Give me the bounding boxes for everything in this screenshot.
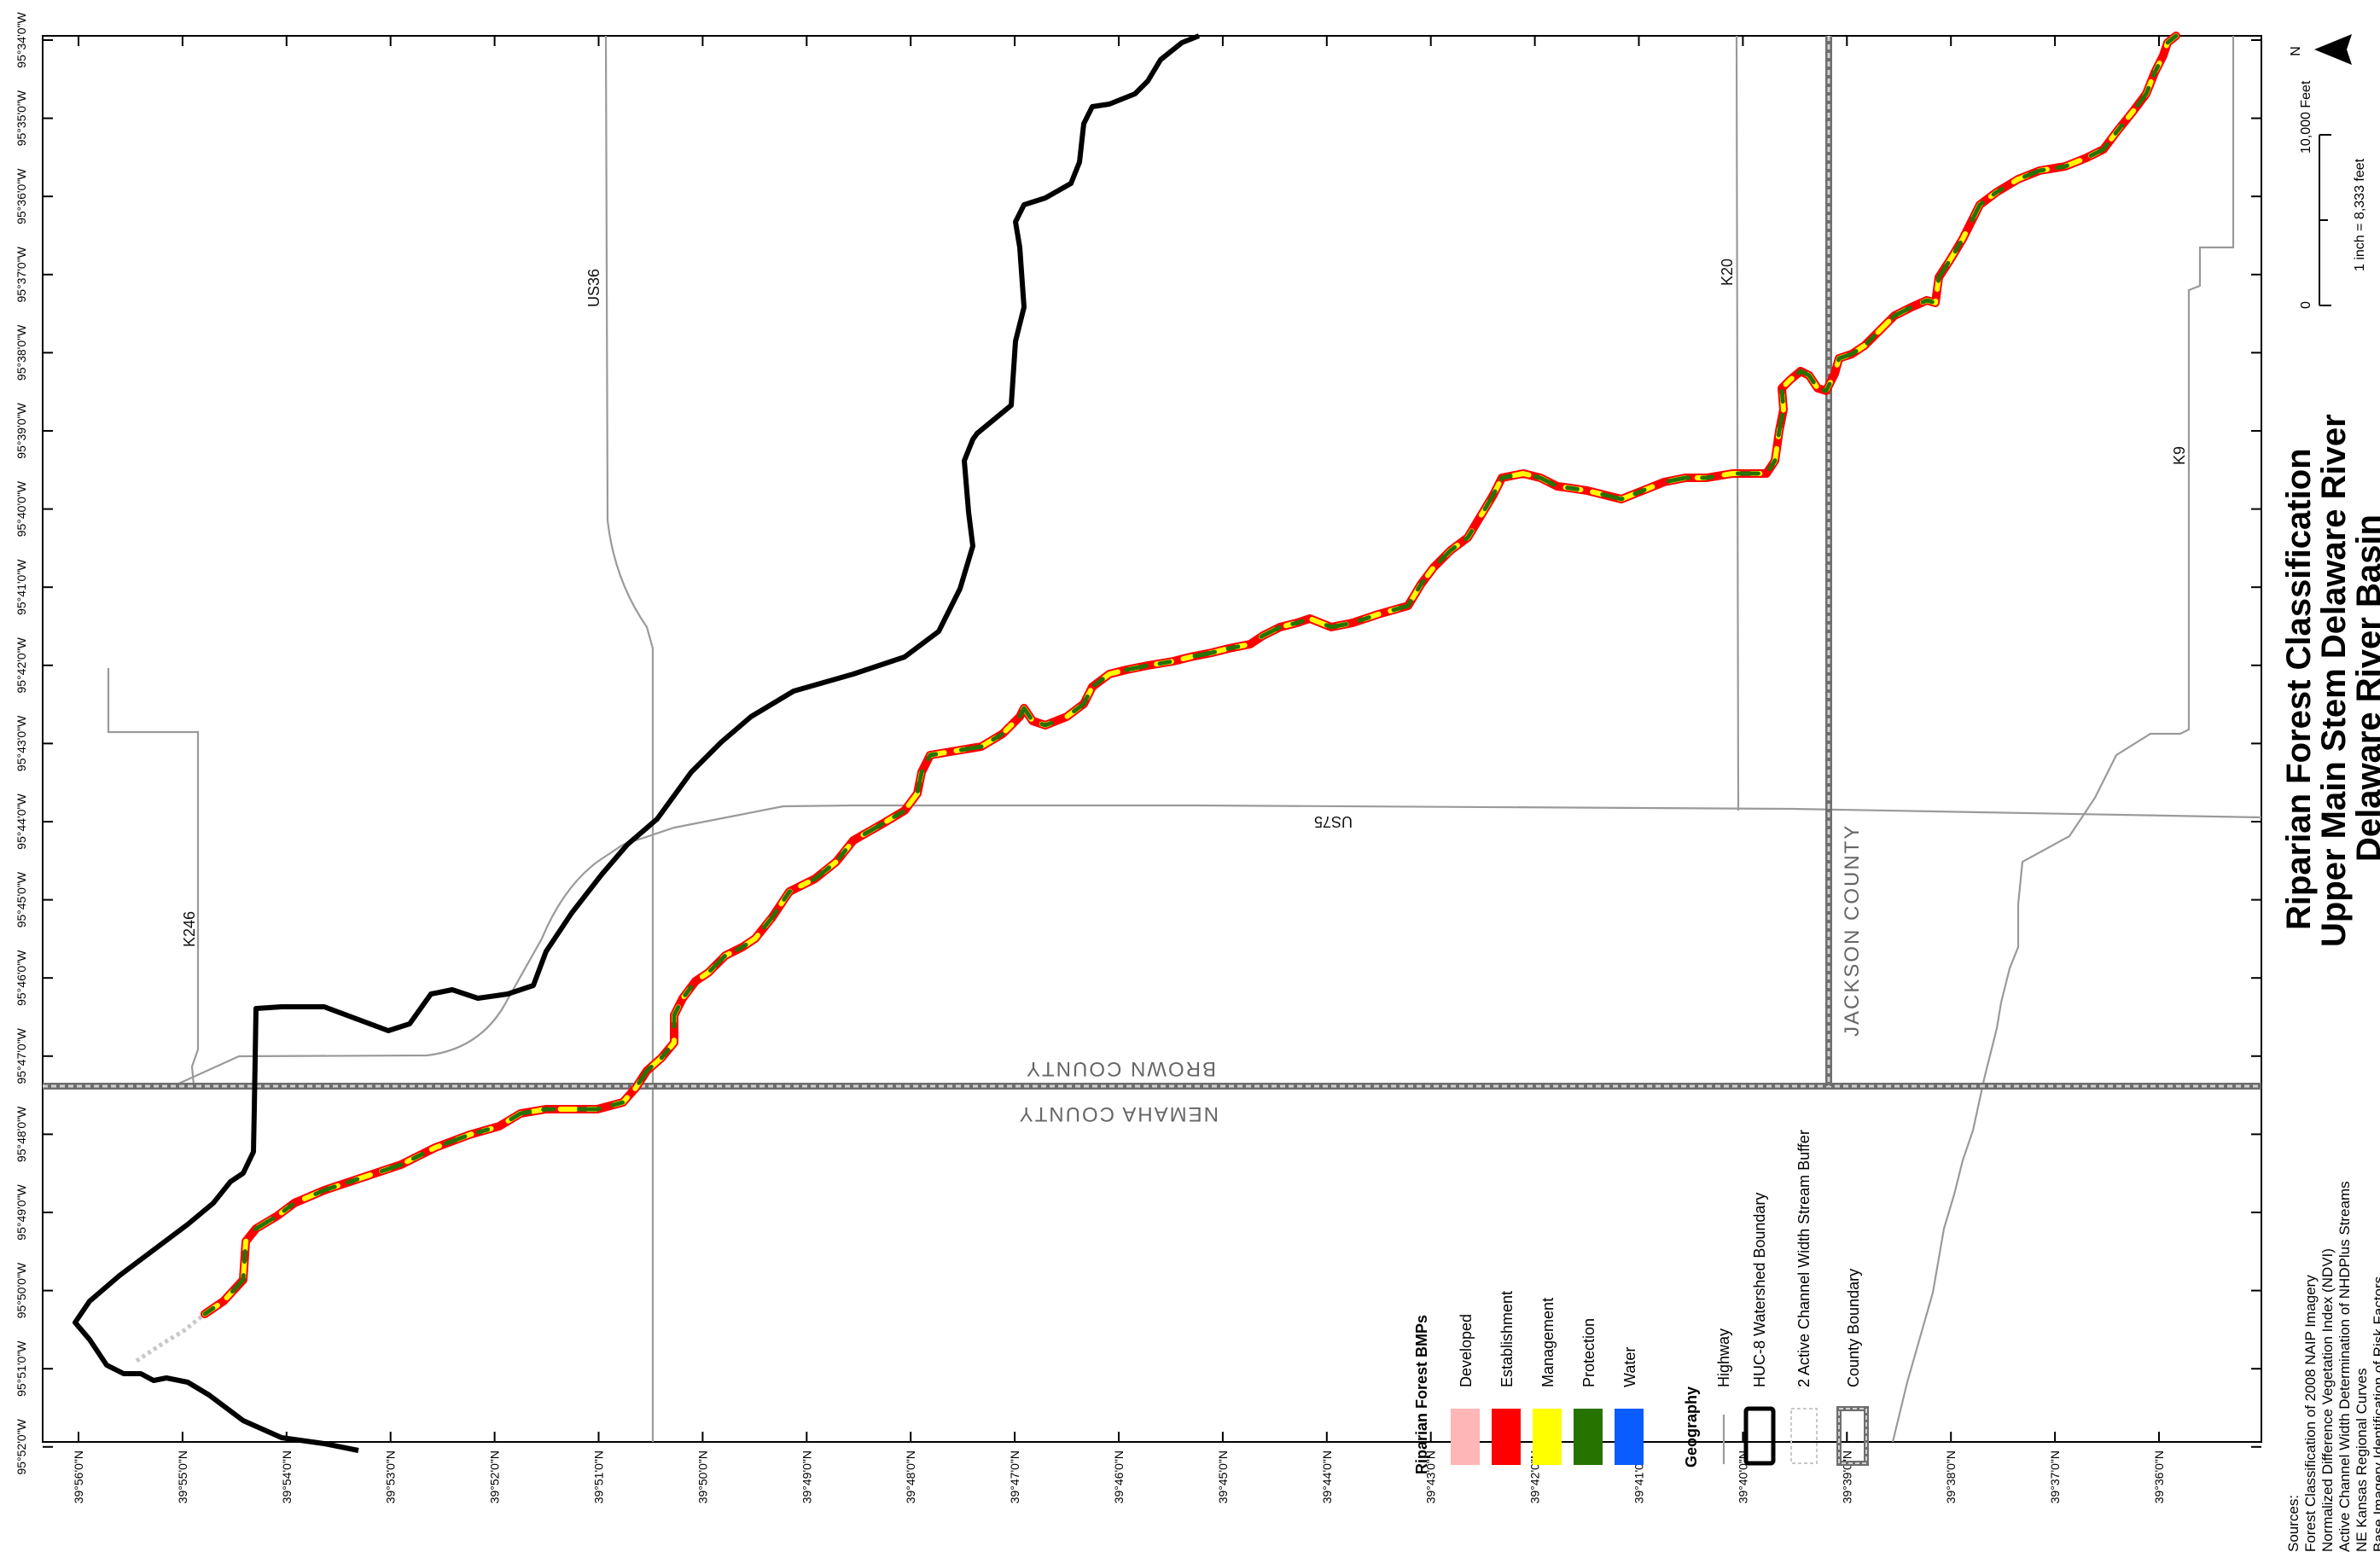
highway-k246 [107, 668, 200, 1086]
legend-label-protection: Protection [1580, 1318, 1597, 1387]
longitude-tick-label: 95°37'0"W [15, 246, 28, 302]
latitude-tick-label: 39°39'0"N [1840, 1450, 1853, 1503]
latitude-tick-label: 39°47'0"N [1008, 1450, 1021, 1503]
latitude-tick-label: 39°56'0"N [72, 1450, 85, 1503]
highway-us36 [604, 35, 655, 1442]
county-label-nemaha: NEMAHA COUNTY [1018, 1102, 1219, 1125]
legend-swatch-protection [1574, 1409, 1603, 1465]
latitude-tick-label: 39°48'0"N [904, 1450, 917, 1503]
longitude-tick-label: 95°50'0"W [15, 1262, 28, 1318]
latitude-tick-label: 39°38'0"N [1944, 1450, 1958, 1503]
legend-bmp-title: Riparian Forest BMPs [1413, 1315, 1430, 1474]
road-label-us75: US75 [1314, 813, 1353, 830]
longitude-tick-label: 95°45'0"W [15, 871, 28, 927]
sources-heading: Sources: [2285, 1495, 2301, 1552]
watershed-boundary [73, 33, 1201, 1453]
latitude-tick-label: 39°36'0"N [2152, 1450, 2166, 1503]
county-label-brown: BROWN COUNTY [1025, 1057, 1216, 1080]
longitude-tick-label: 95°47'0"W [15, 1027, 28, 1084]
highway-k20 [1735, 35, 1740, 811]
longitude-tick-label: 95°40'0"W [15, 480, 28, 537]
legend-geo-watershed: HUC-8 Watershed Boundary [1751, 1193, 1768, 1387]
latitude-tick-label: 39°54'0"N [280, 1450, 294, 1503]
longitude-tick-label: 95°44'0"W [15, 793, 28, 850]
legend-swatch-management [1533, 1409, 1562, 1465]
latitude-tick-label: 39°52'0"N [488, 1450, 502, 1503]
longitude-tick-label: 95°43'0"W [15, 715, 28, 771]
legend-label-water: Water [1621, 1347, 1638, 1387]
latitude-tick-label: 39°50'0"N [695, 1450, 709, 1503]
latitude-tick-label: 39°46'0"N [1112, 1450, 1126, 1503]
sources-line: Normalized Difference Vegetation Index (… [2319, 1248, 2336, 1552]
latitude-tick-label: 39°49'0"N [800, 1450, 813, 1503]
sources-line: Base Imagery Identification of Risk Fact… [2371, 1276, 2380, 1552]
riparian-stream [201, 32, 2180, 1318]
road-label-us36: US36 [585, 269, 602, 307]
map-title: Riparian Forest Classification Upper Mai… [2280, 414, 2380, 947]
title-line-1: Riparian Forest Classification [2280, 448, 2318, 930]
highway-us75-west [174, 844, 624, 1087]
longitude-tick-label: 95°42'0"W [15, 636, 28, 693]
longitude-tick-label: 95°51'0"W [15, 1340, 28, 1397]
stream-buffer-legend-icon [1790, 1408, 1818, 1464]
scale-zero-label: 0 [2299, 301, 2313, 309]
title-line-3: Delaware River Basin [2350, 514, 2380, 862]
map-frame [42, 35, 2262, 1443]
legend-swatch-establishment [1492, 1409, 1521, 1465]
road-label-k20: K20 [1719, 259, 1736, 286]
stream-buffer-segment [135, 1312, 207, 1363]
legend-label-management: Management [1539, 1298, 1557, 1387]
county-boundaries [43, 36, 2261, 1090]
legend: Riparian Forest BMPs Developed Establishm… [1413, 1130, 1869, 1474]
sources-line: Forest Classification of 2008 NAIP Image… [2302, 1275, 2319, 1552]
legend-label-establishment: Establishment [1498, 1291, 1516, 1387]
longitude-tick-label: 95°36'0"W [15, 168, 28, 224]
north-arrow-label: N [2289, 46, 2303, 56]
longitude-tick-label: 95°46'0"W [15, 950, 28, 1006]
sources-block: Sources: Forest Classification of 2008 N… [2285, 1181, 2380, 1552]
legend-geo-highway: Highway [1715, 1328, 1732, 1387]
longitude-tick-label: 95°38'0"W [15, 324, 28, 381]
latitude-tick-label: 39°43'0"N [1424, 1450, 1438, 1503]
latitude-tick-label: 39°53'0"N [384, 1450, 398, 1503]
sources-line: NE Kansas Regional Curves [2354, 1369, 2370, 1552]
latitude-tick-label: 39°51'0"N [592, 1450, 606, 1503]
latitude-tick-label: 39°45'0"N [1216, 1450, 1230, 1503]
legend-geo-title: Geography [1683, 1386, 1700, 1468]
longitude-tick-label: 95°52'0"W [15, 1418, 28, 1474]
legend-swatch-water [1615, 1409, 1644, 1465]
latitude-tick-label: 39°55'0"N [176, 1450, 189, 1503]
longitude-tick-label: 95°39'0"W [15, 403, 28, 459]
road-label-k246: K246 [181, 911, 198, 947]
county-boundary-legend-inner [1838, 1408, 1867, 1464]
longitude-tick-label: 95°41'0"W [15, 559, 28, 615]
watershed-boundary-legend-icon [1743, 1406, 1776, 1466]
latitude-tick-label: 39°44'0"N [1320, 1450, 1334, 1503]
latitude-tick-label: 39°37'0"N [2048, 1450, 2062, 1503]
legend-geo-buffer: 2 Active Channel Width Stream Buffer [1795, 1130, 1813, 1387]
longitude-tick-label: 95°34'0"W [15, 12, 28, 68]
sources-line: Active Channel Width Determination of NH… [2336, 1181, 2353, 1552]
highway-network [107, 35, 2262, 1443]
legend-bmp-items: Developed Establishment Management Protecti… [1451, 1291, 1644, 1465]
legend-label-developed: Developed [1458, 1314, 1475, 1387]
scale-bar: 10,000 Feet 0 1 inch = 8,333 feet [2299, 80, 2367, 309]
title-line-2: Upper Main Stem Delaware River [2315, 414, 2353, 947]
legend-swatch-developed [1451, 1409, 1480, 1465]
scale-ratio-label: 1 inch = 8,333 feet [2353, 158, 2367, 271]
highway-k9 [1891, 36, 2235, 1443]
highway-us75 [622, 804, 2262, 846]
county-label-jackson: JACKSON COUNTY [1841, 824, 1864, 1037]
north-arrow-icon: N [2289, 34, 2352, 65]
longitude-tick-label: 95°48'0"W [15, 1106, 28, 1162]
latitude-ticks: 39°56'0"N 39°55'0"N 39°54'0"N 39°53'0"N 39°5… [72, 36, 2166, 1503]
road-label-k9: K9 [2171, 446, 2188, 465]
longitude-tick-label: 95°35'0"W [15, 90, 28, 146]
longitude-ticks: 95°34'0"W 95°35'0"W 95°36'0"W 95°37'0"W 95°3… [15, 12, 2261, 1474]
longitude-tick-label: 95°49'0"W [15, 1184, 28, 1241]
scale-distance-label: 10,000 Feet [2299, 80, 2313, 154]
legend-geo-county: County Boundary [1845, 1269, 1862, 1387]
